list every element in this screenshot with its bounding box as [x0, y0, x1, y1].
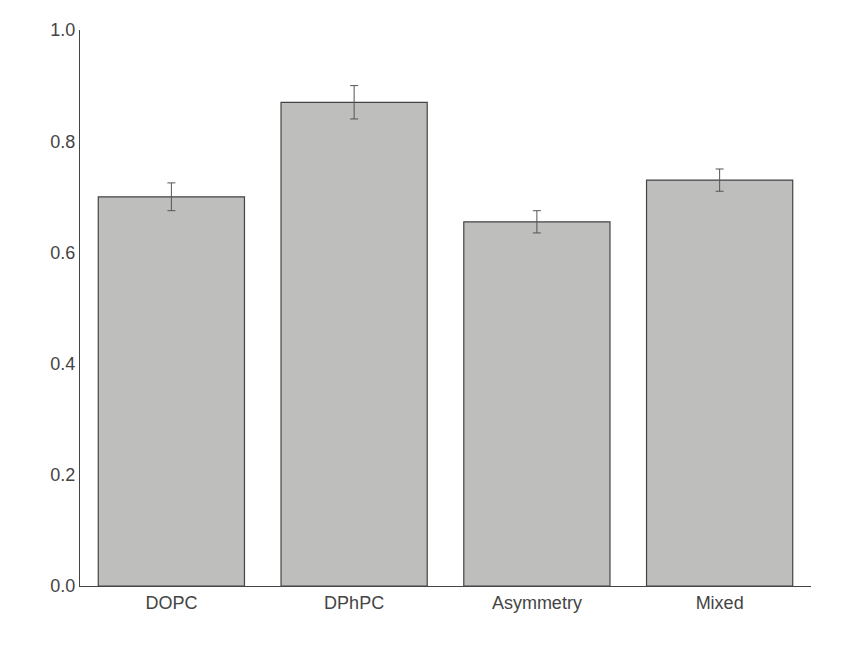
svg-text:0.2: 0.2 [50, 465, 75, 485]
svg-text:0.6: 0.6 [50, 243, 75, 263]
svg-text:DOPC: DOPC [145, 593, 197, 613]
svg-text:Mixed: Mixed [696, 593, 744, 613]
svg-text:0.8: 0.8 [50, 132, 75, 152]
svg-text:0.0: 0.0 [50, 576, 75, 596]
svg-text:Asymmetry: Asymmetry [492, 593, 582, 613]
svg-text:DPhPC: DPhPC [324, 593, 384, 613]
svg-text:1.0: 1.0 [50, 20, 75, 40]
svg-text:0.4: 0.4 [50, 354, 75, 374]
